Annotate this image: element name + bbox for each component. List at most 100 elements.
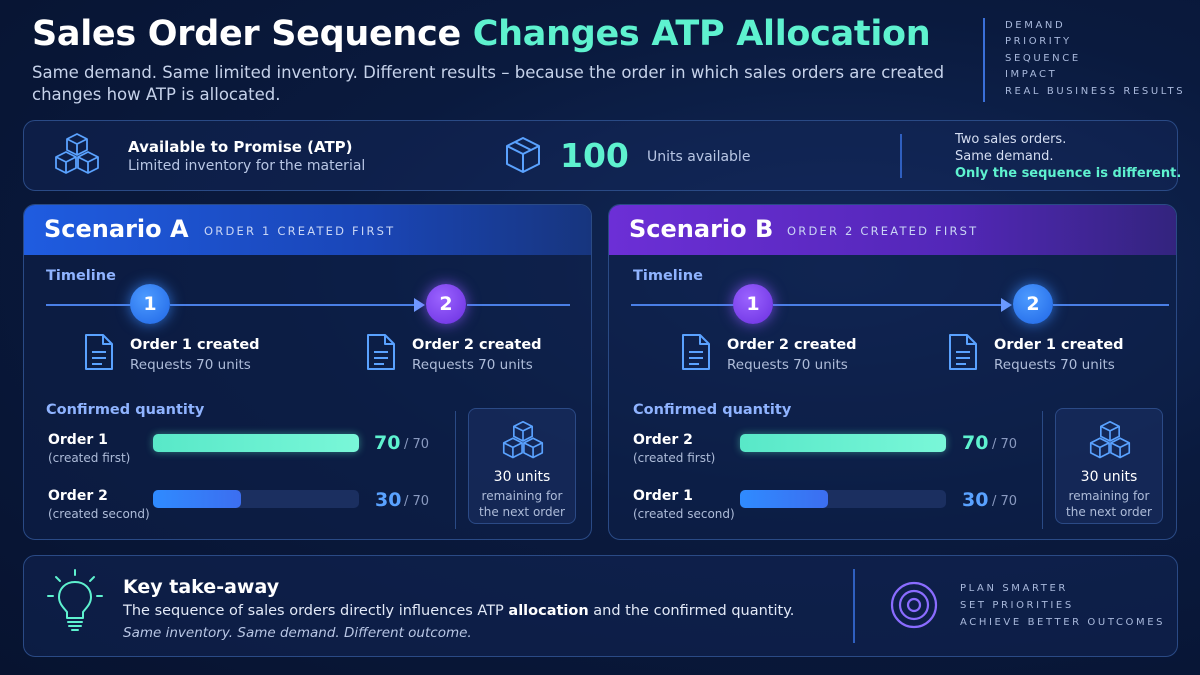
order-row-sub: (created second) (48, 507, 150, 521)
requested-max: / 70 (992, 437, 1018, 452)
step-subtitle: Requests 70 units (727, 357, 848, 373)
atp-note-line: Two sales orders. (955, 132, 1067, 147)
requested-max: / 70 (404, 437, 430, 452)
quantity-bar-track (740, 490, 946, 508)
cubes-icon (502, 420, 544, 459)
scenario-a-header: Scenario A ORDER 1 CREATED FIRST (24, 205, 591, 255)
atp-note-line: Same demand. (955, 149, 1054, 164)
panel-divider (1042, 411, 1043, 529)
atp-note-highlight: Only the sequence is different. (955, 166, 1182, 181)
step-subtitle: Requests 70 units (412, 357, 533, 373)
remaining-units-line: the next order (1066, 505, 1152, 519)
document-icon (682, 334, 710, 370)
order-row-sub: (created second) (633, 507, 735, 521)
key-takeaway-card (23, 555, 1178, 657)
confirmed-value: 30 (962, 489, 989, 511)
remaining-units-line: remaining for (1068, 489, 1150, 503)
step-title: Order 2 created (727, 337, 857, 353)
document-icon (367, 334, 395, 370)
atp-title: Available to Promise (ATP) (128, 138, 353, 156)
panel-divider (455, 411, 456, 529)
side-keyword: SEQUENCE (1005, 52, 1081, 64)
document-icon (85, 334, 113, 370)
remaining-units-title: 30 units (493, 469, 551, 485)
remaining-units-box: 30 units remaining for the next order (1055, 408, 1163, 524)
step-title: Order 1 created (994, 337, 1124, 353)
remaining-units-box: 30 units remaining for the next order (468, 408, 576, 524)
side-keyword: DEMAND (1005, 20, 1066, 31)
timeline-line (1053, 304, 1169, 306)
takeaway-title: Key take-away (123, 576, 280, 598)
quantity-bar-track (740, 434, 946, 452)
remaining-units-title: 30 units (1080, 469, 1138, 485)
requested-max: / 70 (992, 494, 1018, 509)
target-icon (890, 581, 938, 629)
timeline-arrowhead (1001, 298, 1012, 312)
atp-summary-card (23, 120, 1178, 191)
confirmed-value: 70 (962, 432, 989, 454)
takeaway-keyword: SET PRIORITIES (960, 600, 1074, 611)
timeline-label: Timeline (46, 268, 116, 284)
order-row-label: Order 1 (633, 488, 693, 504)
remaining-units-line: the next order (479, 505, 565, 519)
takeaway-keyword: ACHIEVE BETTER OUTCOMES (960, 617, 1166, 628)
step-title: Order 1 created (130, 337, 260, 353)
side-keyword: REAL BUSINESS RESULTS (1005, 85, 1186, 97)
takeaway-keyword-list: PLAN SMARTER SET PRIORITIES ACHIEVE BETT… (960, 580, 1165, 631)
scenario-tag: ORDER 1 CREATED FIRST (204, 224, 396, 238)
confirmed-value: 70 (374, 432, 401, 454)
takeaway-body: The sequence of sales orders directly in… (123, 603, 794, 619)
takeaway-divider (853, 569, 855, 643)
scenario-a-panel: Scenario A ORDER 1 CREATED FIRST Timelin… (23, 204, 592, 540)
atp-units-number: 100 (560, 136, 629, 175)
scenario-title: Scenario B (629, 215, 774, 243)
confirmed-quantity-label: Confirmed quantity (633, 402, 792, 418)
order-row-sub: (created first) (633, 451, 716, 465)
timeline-line (170, 304, 416, 306)
remaining-units-subtitle: remaining for the next order (469, 488, 575, 520)
side-keyword-list: DEMAND PRIORITY SEQUENCE IMPACT REAL BUS… (983, 18, 1185, 102)
atp-note: Two sales orders. Same demand. Only the … (955, 131, 1181, 182)
step-circle: 1 (130, 284, 170, 324)
step-circle: 2 (1013, 284, 1053, 324)
cubes-icon (55, 133, 99, 174)
requested-max: / 70 (404, 494, 430, 509)
timeline-line (467, 304, 570, 306)
cubes-icon (1089, 420, 1131, 459)
order-row-sub: (created first) (48, 451, 131, 465)
remaining-units-subtitle: remaining for the next order (1056, 488, 1162, 520)
takeaway-emphasis: Same inventory. Same demand. Different o… (123, 625, 472, 641)
side-keyword: IMPACT (1005, 69, 1058, 81)
order-row-label: Order 1 (48, 432, 108, 448)
confirmed-value: 30 (375, 489, 402, 511)
box-icon (506, 137, 540, 173)
atp-divider (900, 134, 902, 178)
side-keyword: PRIORITY (1005, 36, 1072, 48)
quantity-bar-fill (740, 490, 829, 508)
quantity-bar-fill (153, 490, 242, 508)
takeaway-keyword: PLAN SMARTER (960, 583, 1068, 594)
lightbulb-icon (47, 569, 103, 631)
title-part-green: Changes ATP Allocation (472, 14, 931, 54)
order-row-label: Order 2 (48, 488, 108, 504)
takeaway-body-text: and the confirmed quantity. (588, 603, 795, 619)
atp-units-label: Units available (647, 149, 751, 165)
takeaway-body-text: The sequence of sales orders directly in… (123, 603, 509, 619)
document-icon (949, 334, 977, 370)
quantity-bar-fill (153, 434, 359, 452)
quantity-bar-track (153, 434, 359, 452)
confirmed-quantity-label: Confirmed quantity (46, 402, 205, 418)
scenario-b-panel: Scenario B ORDER 2 CREATED FIRST Timelin… (608, 204, 1177, 540)
scenario-title: Scenario A (44, 215, 189, 243)
timeline-line (773, 304, 1003, 306)
takeaway-body-bold: allocation (508, 603, 589, 619)
timeline-line (46, 304, 149, 306)
timeline-arrowhead (414, 298, 425, 312)
timeline-line (631, 304, 734, 306)
step-title: Order 2 created (412, 337, 542, 353)
page-title: Sales Order Sequence Changes ATP Allocat… (32, 14, 931, 54)
atp-subtitle: Limited inventory for the material (128, 158, 366, 174)
scenario-b-header: Scenario B ORDER 2 CREATED FIRST (609, 205, 1176, 255)
step-subtitle: Requests 70 units (994, 357, 1115, 373)
page-subtitle: Same demand. Same limited inventory. Dif… (32, 63, 945, 104)
